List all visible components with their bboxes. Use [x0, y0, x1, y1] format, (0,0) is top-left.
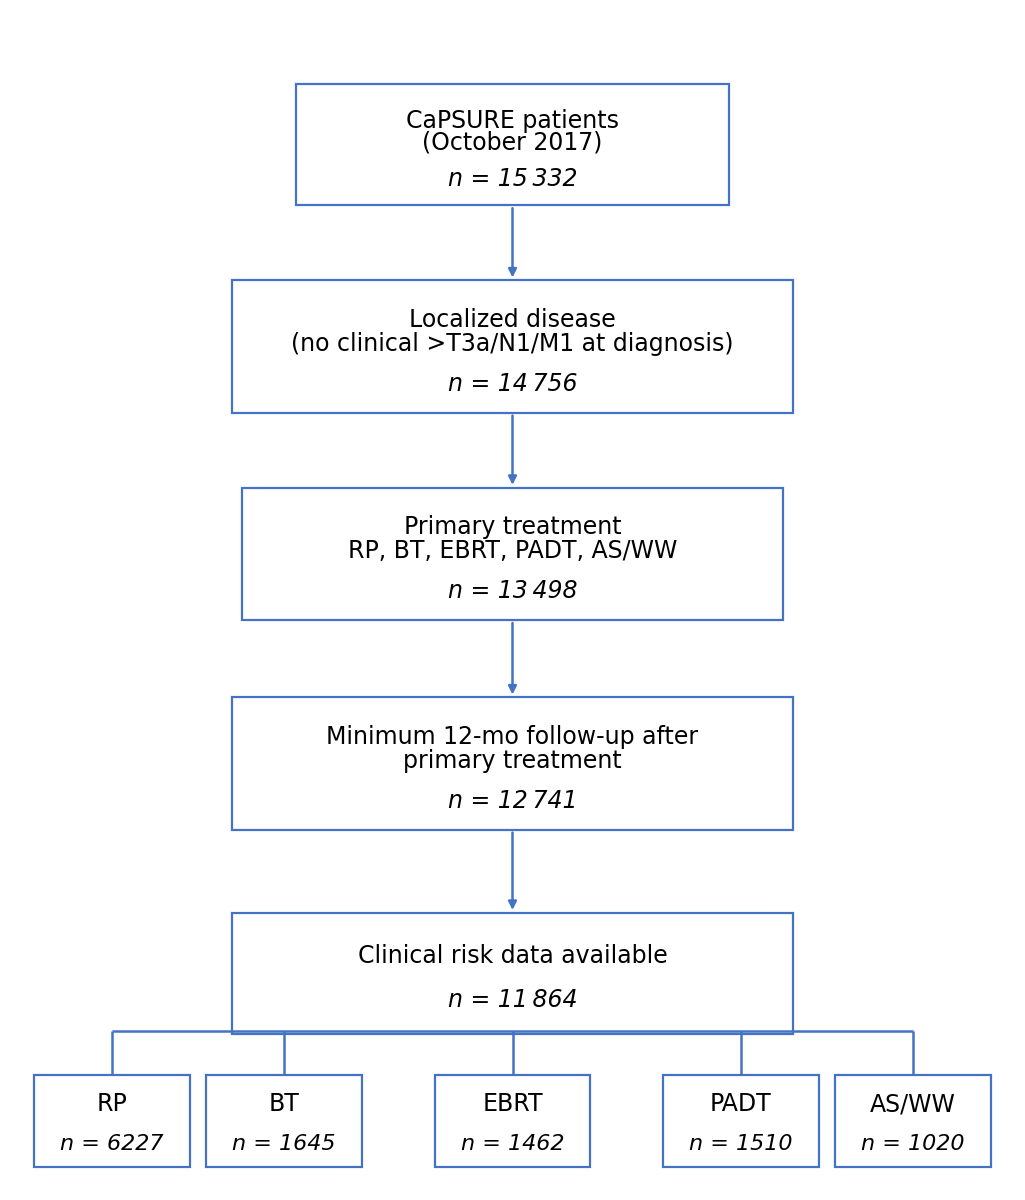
FancyBboxPatch shape	[232, 913, 793, 1033]
FancyBboxPatch shape	[232, 281, 793, 413]
Text: PADT: PADT	[710, 1092, 772, 1116]
FancyBboxPatch shape	[663, 1075, 819, 1166]
Text: Localized disease: Localized disease	[409, 308, 616, 332]
FancyBboxPatch shape	[242, 487, 783, 620]
Text: Clinical risk data available: Clinical risk data available	[358, 944, 667, 968]
Text: primary treatment: primary treatment	[403, 749, 622, 773]
Text: BT: BT	[269, 1092, 299, 1116]
Text: n = 1462: n = 1462	[461, 1134, 564, 1153]
Text: n = 14 756: n = 14 756	[448, 372, 577, 396]
FancyBboxPatch shape	[206, 1075, 362, 1166]
Text: AS/WW: AS/WW	[870, 1092, 956, 1116]
Text: (no clinical >T3a/N1/M1 at diagnosis): (no clinical >T3a/N1/M1 at diagnosis)	[291, 332, 734, 356]
Text: n = 6227: n = 6227	[60, 1134, 164, 1153]
FancyBboxPatch shape	[435, 1075, 590, 1166]
FancyBboxPatch shape	[34, 1075, 190, 1166]
Text: n = 12 741: n = 12 741	[448, 788, 577, 812]
Text: n = 11 864: n = 11 864	[448, 988, 577, 1012]
Text: n = 1510: n = 1510	[689, 1134, 792, 1153]
FancyBboxPatch shape	[835, 1075, 991, 1166]
Text: RP: RP	[96, 1092, 127, 1116]
Text: RP, BT, EBRT, PADT, AS/WW: RP, BT, EBRT, PADT, AS/WW	[347, 539, 678, 563]
Text: EBRT: EBRT	[482, 1092, 543, 1116]
Text: Minimum 12-mo follow-up after: Minimum 12-mo follow-up after	[326, 725, 699, 749]
Text: CaPSURE patients: CaPSURE patients	[406, 109, 619, 133]
Text: n = 13 498: n = 13 498	[448, 580, 577, 604]
Text: n = 1645: n = 1645	[233, 1134, 336, 1153]
Text: n = 1020: n = 1020	[861, 1134, 965, 1153]
Text: n = 15 332: n = 15 332	[448, 167, 577, 191]
Text: (October 2017): (October 2017)	[422, 131, 603, 155]
FancyBboxPatch shape	[232, 697, 793, 830]
Text: Primary treatment: Primary treatment	[404, 516, 621, 540]
FancyBboxPatch shape	[296, 84, 729, 205]
